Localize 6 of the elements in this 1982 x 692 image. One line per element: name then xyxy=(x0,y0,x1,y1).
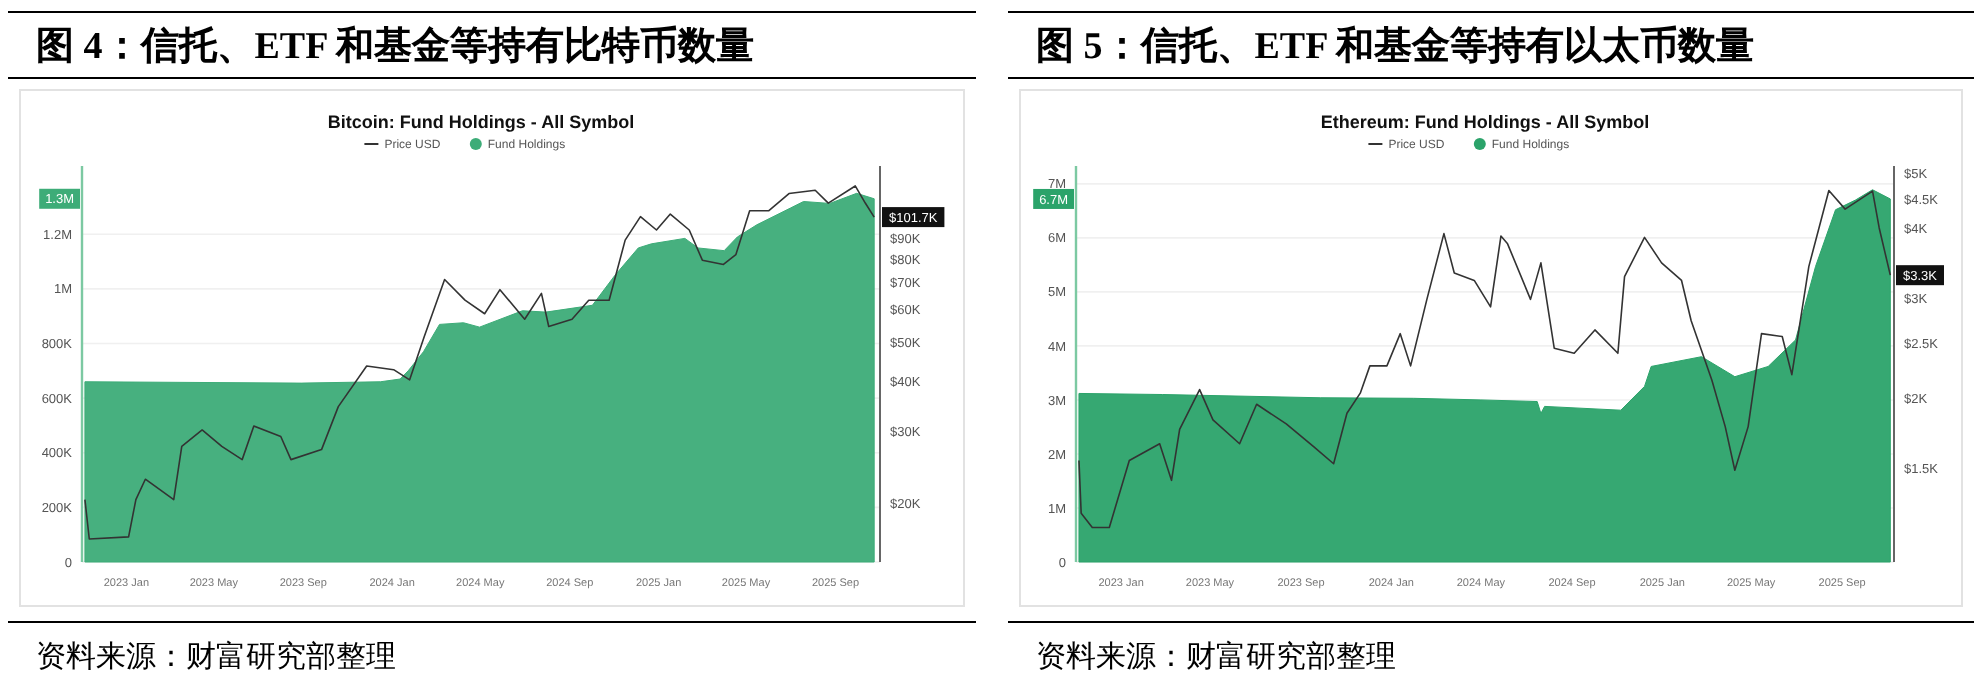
chart-title: 图 5：信托、ETF 和基金等持有以太币数量 xyxy=(1036,24,1755,68)
chart-subtitle: Ethereum: Fund Holdings - All Symbol xyxy=(1320,112,1650,132)
chart-title: 图 4：信托、ETF 和基金等持有比特币数量 xyxy=(36,24,755,68)
text: 资料来源：财富研究部整理 xyxy=(1036,640,1396,674)
chart-subtitle: Bitcoin: Fund Holdings - All Symbol xyxy=(327,112,635,132)
text: 资料来源：财富研究部整理 xyxy=(36,640,396,674)
